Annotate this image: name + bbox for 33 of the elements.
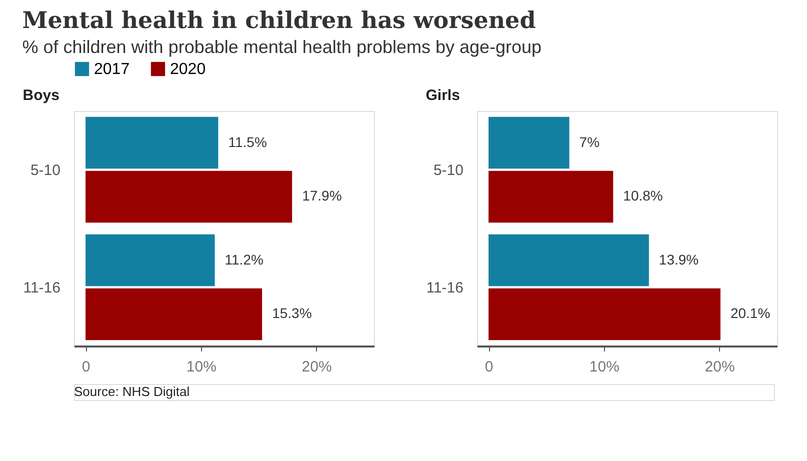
bar bbox=[86, 116, 218, 169]
data-label: 20.1% bbox=[730, 305, 770, 322]
y-tick-label: 5-10 bbox=[30, 162, 60, 179]
text: Mental health in children has worsened bbox=[22, 7, 536, 34]
legend-label: 2020 bbox=[170, 61, 206, 78]
data-label: 13.9% bbox=[658, 251, 699, 268]
bar bbox=[488, 234, 649, 286]
data-label: 11.2% bbox=[224, 251, 264, 268]
chart-title: Boys bbox=[22, 87, 60, 104]
data-label: 17.9% bbox=[302, 188, 342, 204]
y-tick-label: 11-16 bbox=[23, 279, 60, 296]
x-tick-label: 0 bbox=[484, 358, 494, 376]
data-label: 10.8% bbox=[623, 188, 663, 204]
y-tick-label: 5-10 bbox=[433, 162, 464, 179]
x-tick-label: 10% bbox=[186, 358, 216, 376]
x-tick-label: 20% bbox=[302, 358, 332, 376]
chart-title: Girls bbox=[426, 87, 460, 104]
x-tick-label: 20% bbox=[704, 358, 735, 376]
data-label: 11.5% bbox=[228, 134, 267, 150]
bar bbox=[86, 288, 262, 340]
bar bbox=[488, 170, 614, 223]
bar bbox=[86, 234, 215, 286]
data-label: 15.3% bbox=[272, 305, 312, 322]
source-note: Source: NHS Digital bbox=[74, 384, 190, 399]
bar bbox=[488, 116, 570, 169]
bar bbox=[86, 170, 292, 223]
y-tick-label: 11-16 bbox=[426, 279, 464, 296]
text: % of children with probable mental health problems by age-group bbox=[22, 37, 542, 57]
x-tick-label: 0 bbox=[82, 358, 90, 376]
bar bbox=[488, 288, 720, 340]
legend-label: 2017 bbox=[94, 61, 130, 78]
data-label: 7% bbox=[579, 134, 600, 150]
x-tick-label: 10% bbox=[589, 358, 620, 376]
